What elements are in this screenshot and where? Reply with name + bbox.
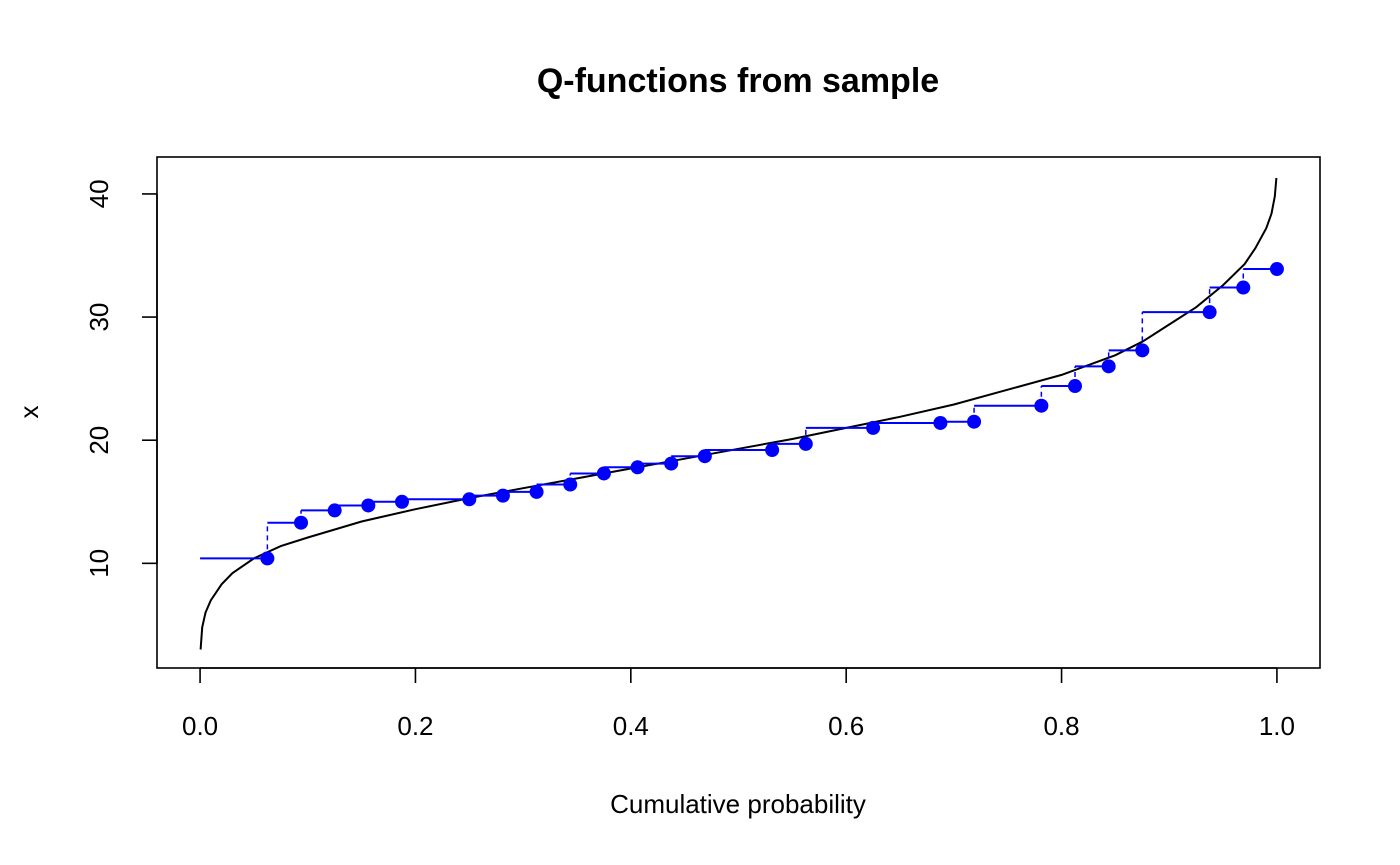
sample-point [361,498,376,513]
sample-point [967,414,982,429]
chart-title: Q-functions from sample [537,62,939,100]
y-tick-label: 40 [84,179,114,208]
sample-point [596,466,611,481]
quantile-curve [199,177,1278,650]
sample-point [529,484,544,499]
sample-point [260,551,275,566]
sample-point [1101,359,1116,374]
sample-point [1202,305,1217,320]
sample-point [798,436,813,451]
x-tick-label: 1.0 [1259,711,1295,741]
sample-point [1068,379,1083,394]
y-axis-label: x [14,406,44,419]
sample-point [563,477,578,492]
y-axis: 10 20 30 40 [84,179,158,578]
sample-point [630,460,645,475]
y-tick-label: 30 [84,303,114,332]
sample-point [664,456,679,471]
x-tick-label: 0.6 [828,711,864,741]
sample-point [394,494,409,509]
sample-point [462,492,477,507]
plot-frame [156,156,1321,669]
sample-point [1236,280,1251,295]
sample-point [294,515,309,530]
y-tick-label: 10 [84,549,114,578]
x-tick-label: 0.2 [397,711,433,741]
plot-area [199,177,1284,650]
sample-point [866,420,881,435]
x-axis: 0.0 0.2 0.4 0.6 0.8 1.0 [182,667,1295,741]
sample-point [1034,398,1049,413]
sample-point [933,415,948,430]
x-tick-label: 0.4 [613,711,649,741]
x-tick-label: 0.0 [182,711,218,741]
sample-point [697,449,712,464]
sample-point [327,503,342,518]
x-tick-label: 0.8 [1043,711,1079,741]
x-axis-label: Cumulative probability [610,789,866,819]
sample-point [1269,262,1284,277]
sample-point [1135,343,1150,358]
sample-point [765,443,780,458]
sample-point [495,488,510,503]
y-tick-label: 20 [84,426,114,455]
